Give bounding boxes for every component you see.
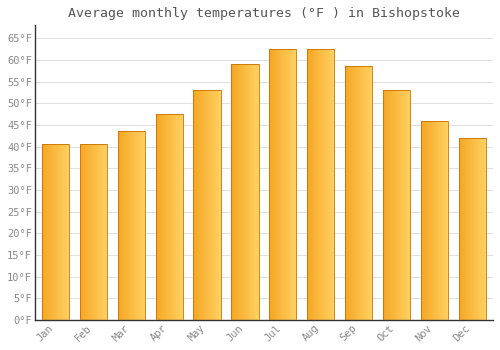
Bar [458,138,486,320]
Bar [345,66,372,320]
Title: Average monthly temperatures (°F ) in Bishopstoke: Average monthly temperatures (°F ) in Bi… [68,7,460,20]
Bar [269,49,296,320]
Bar [232,64,258,320]
Bar [118,132,145,320]
Bar [383,90,410,320]
Bar [80,145,107,320]
Bar [42,145,69,320]
Bar [194,90,220,320]
Bar [156,114,183,320]
Bar [420,121,448,320]
Bar [307,49,334,320]
